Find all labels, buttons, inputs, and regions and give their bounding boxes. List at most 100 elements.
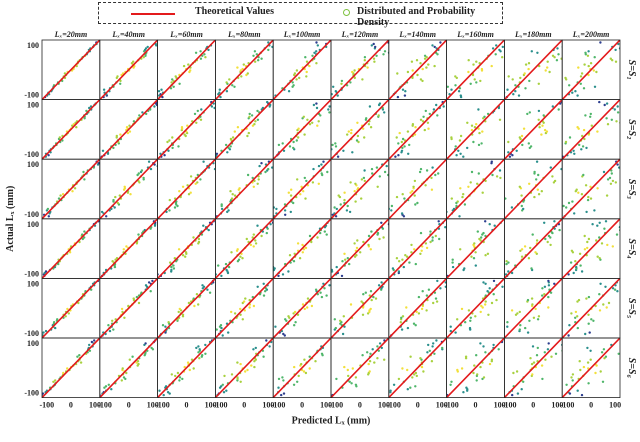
data-point	[469, 316, 472, 319]
data-point	[433, 64, 436, 68]
data-point	[527, 142, 530, 145]
data-point	[535, 178, 538, 181]
data-point	[390, 225, 392, 227]
data-point	[501, 285, 504, 288]
data-point	[570, 312, 573, 315]
data-point	[595, 70, 598, 74]
data-point	[173, 257, 176, 260]
data-point	[293, 324, 296, 327]
data-point	[71, 190, 74, 193]
data-point	[441, 346, 444, 350]
data-point	[613, 108, 616, 111]
data-point	[530, 362, 534, 366]
data-point	[316, 44, 319, 47]
data-point	[396, 95, 400, 99]
data-point	[277, 386, 280, 389]
theoretical-line	[504, 40, 563, 100]
data-point	[187, 301, 191, 305]
data-point	[238, 187, 241, 190]
data-point	[534, 307, 537, 311]
data-point	[515, 149, 518, 152]
data-point	[382, 53, 385, 56]
data-point	[317, 120, 320, 123]
data-point	[528, 182, 531, 185]
data-point	[529, 145, 533, 148]
x-tick-label: -100	[39, 401, 54, 410]
data-point	[335, 377, 338, 381]
data-point	[567, 273, 570, 276]
data-point	[403, 94, 407, 97]
data-point	[178, 379, 181, 382]
data-point	[334, 90, 337, 93]
data-point	[303, 358, 306, 361]
data-point	[365, 117, 368, 120]
data-point	[287, 90, 291, 93]
column-title: Lₓ=160mm	[456, 30, 494, 39]
data-point	[260, 57, 263, 60]
data-point	[176, 371, 180, 375]
data-point	[308, 64, 311, 68]
data-point	[474, 264, 477, 267]
data-point	[177, 248, 181, 251]
data-point	[427, 343, 430, 347]
data-point	[421, 67, 424, 71]
data-point	[195, 121, 198, 125]
data-point	[495, 333, 497, 335]
data-point	[607, 301, 611, 305]
theoretical-line	[157, 278, 216, 338]
data-point	[320, 172, 323, 175]
data-point	[437, 172, 440, 175]
data-point	[319, 291, 322, 294]
data-point	[239, 307, 242, 311]
data-point	[444, 285, 447, 288]
data-point	[625, 165, 627, 167]
data-point	[547, 234, 551, 238]
data-point	[557, 53, 560, 56]
data-point	[585, 210, 588, 214]
data-point	[196, 109, 199, 113]
data-point	[240, 75, 243, 78]
data-point	[470, 124, 474, 127]
data-point	[577, 298, 581, 302]
data-point	[333, 318, 336, 321]
data-point	[507, 75, 510, 78]
x-tick-label: 100	[147, 401, 159, 410]
data-point	[572, 149, 575, 152]
data-point	[584, 332, 587, 336]
data-point	[171, 146, 174, 150]
data-point	[178, 307, 181, 311]
data-point	[347, 130, 350, 133]
theoretical-line	[388, 278, 447, 338]
data-point	[413, 373, 416, 376]
data-point	[163, 154, 166, 157]
data-point	[439, 41, 442, 44]
data-point	[592, 319, 595, 322]
data-point	[378, 102, 382, 105]
data-point	[434, 297, 438, 300]
data-point	[291, 81, 294, 84]
data-point	[73, 187, 77, 190]
data-point	[264, 290, 267, 293]
data-point	[522, 207, 525, 211]
data-point	[282, 332, 285, 336]
y-tick-label: 100	[27, 279, 39, 288]
data-point	[242, 63, 245, 66]
data-point	[189, 175, 193, 178]
data-point	[271, 327, 273, 329]
data-point	[146, 45, 149, 49]
data-point	[147, 281, 151, 284]
theoretical-line	[42, 159, 100, 219]
data-point	[241, 318, 244, 321]
data-point	[428, 349, 431, 352]
data-point	[391, 280, 393, 282]
data-point	[481, 306, 484, 309]
data-point	[328, 147, 330, 149]
data-point	[54, 326, 57, 330]
data-point	[424, 242, 428, 245]
data-point	[410, 243, 413, 247]
data-point	[543, 128, 547, 132]
data-point	[482, 231, 485, 235]
data-point	[580, 393, 584, 397]
data-point	[159, 152, 162, 155]
density-marker-swatch	[343, 9, 350, 16]
